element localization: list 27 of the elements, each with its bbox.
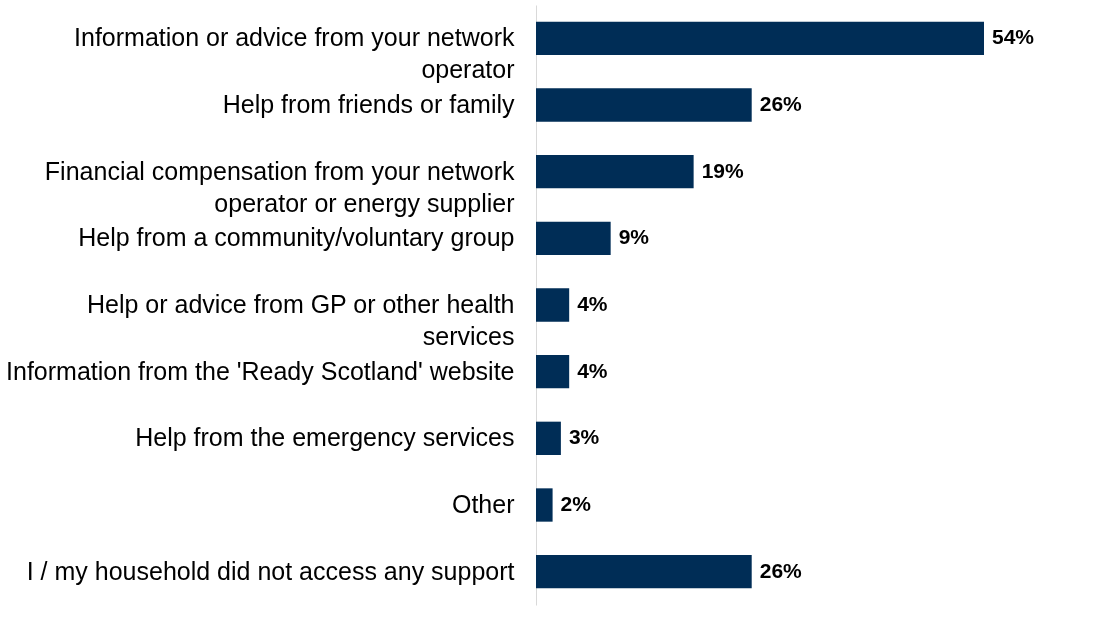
y-tick-label: Help from the emergency services (135, 423, 515, 452)
data-label: 3% (568, 425, 600, 449)
data-label: 4% (577, 292, 608, 315)
bar (536, 488, 553, 522)
bar (536, 155, 694, 189)
bar (536, 21, 984, 55)
y-tick-label: Help from friends or family (222, 90, 515, 118)
data-label: 26% (759, 558, 803, 582)
y-tick-label: Information or advice from your network operator (74, 23, 515, 84)
data-label: 54% (992, 25, 1035, 49)
y-tick-label: I / my household did not access any support (26, 556, 515, 585)
bar (536, 221, 611, 255)
data-label: 2% (560, 492, 592, 515)
bar (536, 555, 752, 589)
data-label: 9% (618, 225, 650, 249)
bar (536, 288, 570, 322)
bar (536, 88, 752, 122)
bar (536, 421, 561, 455)
y-tick-label: Other (451, 490, 515, 518)
y-tick-label: Help or advice from GP or other health services (86, 290, 515, 350)
y-tick-label: Information from the 'Ready Scotland' website (6, 356, 515, 385)
bar (536, 355, 570, 389)
data-label: 4% (577, 358, 608, 382)
y-tick-label: Financial compensation from your network operator or energy supplier (44, 156, 515, 217)
y-tick-label: Help from a community/voluntary group (78, 223, 515, 252)
data-label: 26% (759, 92, 803, 115)
data-label: 19% (701, 158, 744, 182)
